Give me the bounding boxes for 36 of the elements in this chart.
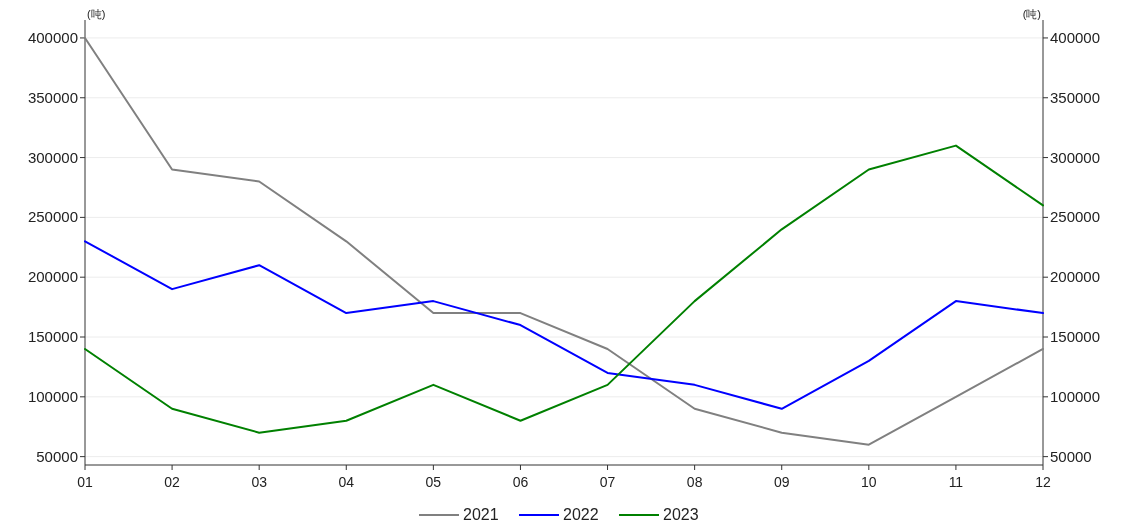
x-tick-label: 09 xyxy=(773,474,790,490)
x-tick-label: 07 xyxy=(599,474,616,490)
y-tick-label: 350000 xyxy=(27,88,78,106)
line-series xyxy=(84,144,1044,434)
y2-tick-label: 100000 xyxy=(1050,387,1101,405)
x-tick-label: 12 xyxy=(1035,474,1051,490)
y2-tick-label: 400000 xyxy=(1050,28,1101,46)
x-tick-label: 05 xyxy=(425,474,442,490)
y-axis-title: (吨) xyxy=(87,8,106,20)
legend-label: 2021 xyxy=(463,506,499,523)
legend-label: 2023 xyxy=(663,506,699,523)
line-series xyxy=(84,240,1044,410)
x-tick-label: 01 xyxy=(77,474,93,490)
y-tick-label: 150000 xyxy=(27,328,78,345)
legend-label: 2022 xyxy=(563,506,599,523)
y2-tick-label: 150000 xyxy=(1050,328,1101,345)
y2-axis-title: (吨) xyxy=(1022,8,1041,20)
y2-tick-label: 250000 xyxy=(1050,208,1101,226)
line-series xyxy=(84,36,1044,446)
y2-tick-label: 200000 xyxy=(1050,268,1101,286)
y2-tick-label: 300000 xyxy=(1050,148,1101,166)
x-tick-label: 04 xyxy=(338,474,355,490)
y-tick-label: 200000 xyxy=(27,268,78,286)
y-tick-label: 400000 xyxy=(27,28,78,46)
x-tick-label: 08 xyxy=(686,474,703,490)
x-tick-label: 03 xyxy=(251,474,268,490)
y-tick-label: 100000 xyxy=(27,387,78,405)
y-tick-label: 250000 xyxy=(27,208,78,226)
x-tick-label: 11 xyxy=(948,474,964,490)
y-tick-label: 300000 xyxy=(27,148,78,166)
x-tick-label: 06 xyxy=(512,474,529,490)
x-tick-label: 02 xyxy=(164,474,181,490)
y2-tick-label: 350000 xyxy=(1050,88,1101,106)
y-tick-label: 50000 xyxy=(36,447,78,465)
x-tick-label: 10 xyxy=(861,474,877,490)
y2-tick-label: 50000 xyxy=(1050,447,1092,465)
